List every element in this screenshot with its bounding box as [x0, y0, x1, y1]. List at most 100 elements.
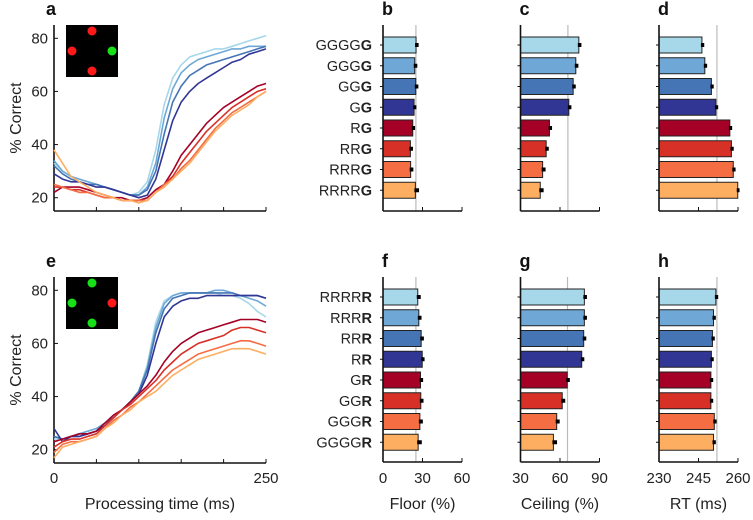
row-label-target: G — [361, 80, 372, 96]
series-line-5 — [53, 82, 267, 202]
row-label: RRRG — [329, 163, 372, 179]
bar-7 — [382, 161, 412, 178]
bar-5 — [520, 371, 568, 389]
panel-label-h: h — [658, 251, 669, 271]
x-axis-label: RT (ms) — [670, 496, 727, 513]
row-label-prefix: RRR — [330, 311, 361, 327]
bar-2 — [520, 309, 585, 327]
bar-3 — [382, 330, 422, 347]
series-line-8 — [53, 90, 267, 204]
row-label: GR — [350, 373, 372, 389]
row-label-prefix: RRRR — [319, 183, 361, 199]
bar-6 — [382, 140, 411, 158]
row-label-target: R — [362, 332, 373, 348]
bar-1 — [382, 288, 419, 306]
bar-5 — [382, 119, 414, 137]
bar-4 — [382, 98, 415, 116]
panel-label-b: b — [382, 0, 393, 19]
y-axis-label: % Correct — [8, 334, 25, 406]
bar-1 — [520, 36, 580, 54]
bar-7 — [658, 161, 734, 178]
bar-1 — [658, 288, 717, 306]
inset-dot-right — [107, 298, 117, 308]
bar-6 — [520, 392, 563, 410]
bar-2 — [520, 57, 577, 75]
row-label-target: G — [361, 38, 372, 54]
row-label-prefix: GG — [338, 80, 361, 96]
bar-2 — [382, 309, 420, 327]
series-line-5 — [53, 318, 267, 443]
row-label-prefix: RRRR — [320, 290, 362, 306]
row-label-target: R — [362, 352, 373, 368]
bar-3 — [520, 78, 574, 95]
bar-7 — [658, 413, 715, 430]
x-tick-label: 0 — [50, 470, 58, 487]
bar-3 — [382, 78, 417, 95]
inset-dot-top — [87, 278, 97, 288]
y-axis-label: % Correct — [8, 82, 25, 154]
row-label-prefix: R — [350, 121, 360, 137]
row-label: RRRRR — [320, 290, 373, 306]
row-label: GGGG — [327, 59, 372, 75]
x-axis-label: Ceiling (%) — [521, 496, 599, 513]
panel-label-d: d — [658, 0, 669, 19]
bar-6 — [658, 392, 712, 410]
series-line-7 — [53, 340, 267, 453]
series-line-7 — [53, 90, 267, 202]
bar-4 — [658, 98, 717, 116]
x-tick-label: 30 — [512, 470, 529, 487]
y-tick-label: 80 — [31, 282, 48, 299]
row-label-prefix: G — [349, 100, 360, 116]
row-label: RRG — [340, 142, 372, 158]
y-tick-label: 20 — [31, 442, 48, 459]
bar-1 — [520, 288, 585, 306]
bar-8 — [658, 433, 715, 451]
bar-2 — [658, 57, 706, 75]
x-tick-label: 230 — [646, 470, 671, 487]
x-tick-label: 0 — [379, 470, 387, 487]
panel-label-a: a — [46, 0, 57, 19]
y-tick-label: 60 — [31, 83, 48, 100]
row-label-prefix: GGGG — [316, 38, 361, 54]
x-tick-label: 250 — [253, 470, 278, 487]
bar-8 — [658, 181, 739, 199]
row-label: RRR — [341, 332, 373, 348]
row-label-prefix: R — [351, 352, 361, 368]
row-label-prefix: GGG — [328, 415, 362, 431]
row-label-target: R — [362, 394, 373, 410]
bar-6 — [658, 140, 732, 158]
row-label-prefix: RR — [341, 332, 362, 348]
bar-1 — [382, 36, 417, 54]
row-label-target: G — [361, 59, 372, 75]
y-tick-label: 20 — [31, 190, 48, 207]
bar-6 — [520, 140, 547, 158]
row-label-target: G — [361, 121, 372, 137]
bar-5 — [658, 371, 712, 389]
row-label: GG — [349, 100, 372, 116]
row-label: RRRR — [330, 311, 372, 327]
bar-6 — [382, 392, 422, 410]
bar-1 — [658, 36, 703, 54]
bar-4 — [520, 350, 583, 368]
y-tick-label: 40 — [31, 137, 48, 154]
row-label-prefix: GG — [339, 394, 362, 410]
bar-3 — [658, 78, 712, 95]
bar-5 — [520, 119, 550, 137]
bar-4 — [520, 98, 570, 116]
row-label: GGGGG — [316, 38, 372, 54]
stimulus-inset — [66, 25, 118, 77]
row-label: GGGGR — [316, 435, 372, 451]
row-label: RR — [351, 352, 372, 368]
row-label: RG — [350, 121, 372, 137]
row-label-target: R — [362, 415, 373, 431]
bar-7 — [520, 413, 558, 430]
row-label-target: G — [361, 163, 372, 179]
x-tick-label: 60 — [552, 470, 569, 487]
series-line-6 — [53, 326, 267, 448]
row-label-prefix: RR — [340, 142, 361, 158]
bar-8 — [382, 181, 416, 199]
row-label-target: R — [362, 290, 373, 306]
y-tick-label: 80 — [31, 30, 48, 47]
x-tick-label: 60 — [454, 470, 471, 487]
